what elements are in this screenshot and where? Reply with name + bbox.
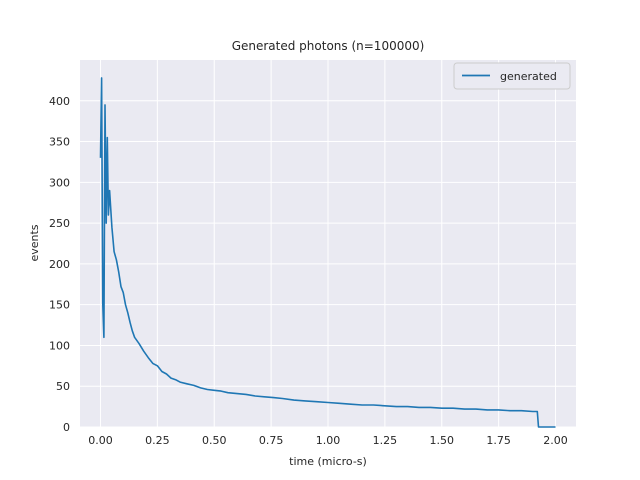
x-tick-label: 1.00 — [316, 434, 341, 447]
y-tick-label: 50 — [56, 380, 70, 393]
y-tick-label: 200 — [49, 258, 70, 271]
x-tick-label: 0.25 — [145, 434, 170, 447]
x-axis: 0.00 0.25 0.50 0.75 1.00 1.25 1.50 1.75 2.00 — [88, 434, 568, 447]
x-tick-label: 1.50 — [430, 434, 455, 447]
y-axis: 0 50 100 150 200 250 300 350 400 — [49, 95, 70, 434]
y-tick-label: 350 — [49, 136, 70, 149]
y-tick-label: 100 — [49, 339, 70, 352]
y-tick-label: 150 — [49, 299, 70, 312]
x-tick-label: 1.75 — [486, 434, 511, 447]
y-tick-label: 0 — [63, 421, 70, 434]
x-tick-label: 0.00 — [88, 434, 113, 447]
series-layer — [99, 77, 556, 428]
grid — [80, 60, 576, 428]
y-tick-label: 250 — [49, 217, 70, 230]
legend-box — [453, 62, 571, 90]
legend-label-generated: generated — [500, 70, 557, 83]
y-tick-label: 300 — [49, 176, 70, 189]
series-line-generated — [99, 77, 556, 428]
y-tick-label: 400 — [49, 95, 70, 108]
x-axis-label: time (micro-s) — [289, 455, 367, 468]
chart-title: Generated photons (n=100000) — [232, 39, 425, 53]
x-tick-label: 0.75 — [259, 434, 284, 447]
legend: generated — [453, 62, 571, 90]
x-tick-label: 0.50 — [202, 434, 227, 447]
y-axis-label: events — [28, 224, 41, 261]
x-tick-label: 1.25 — [373, 434, 398, 447]
x-tick-label: 2.00 — [543, 434, 568, 447]
